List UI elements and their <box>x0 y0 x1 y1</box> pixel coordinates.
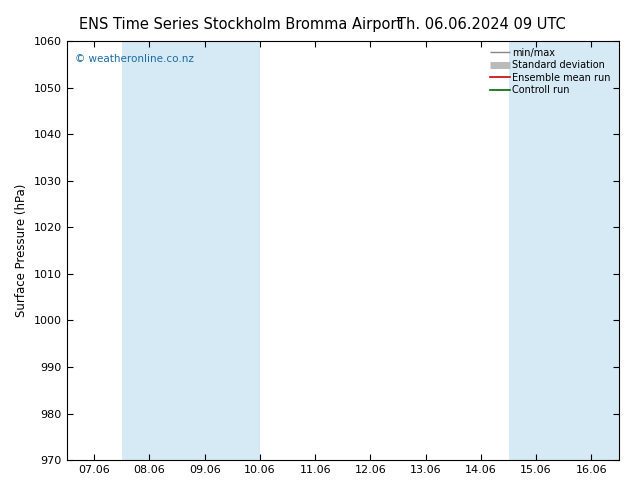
Bar <box>122 41 260 460</box>
Text: © weatheronline.co.nz: © weatheronline.co.nz <box>75 53 194 64</box>
Text: ENS Time Series Stockholm Bromma Airport: ENS Time Series Stockholm Bromma Airport <box>79 17 403 32</box>
Text: Th. 06.06.2024 09 UTC: Th. 06.06.2024 09 UTC <box>398 17 566 32</box>
Y-axis label: Surface Pressure (hPa): Surface Pressure (hPa) <box>15 184 28 318</box>
Legend: min/max, Standard deviation, Ensemble mean run, Controll run: min/max, Standard deviation, Ensemble me… <box>488 46 614 97</box>
Bar <box>508 41 619 460</box>
